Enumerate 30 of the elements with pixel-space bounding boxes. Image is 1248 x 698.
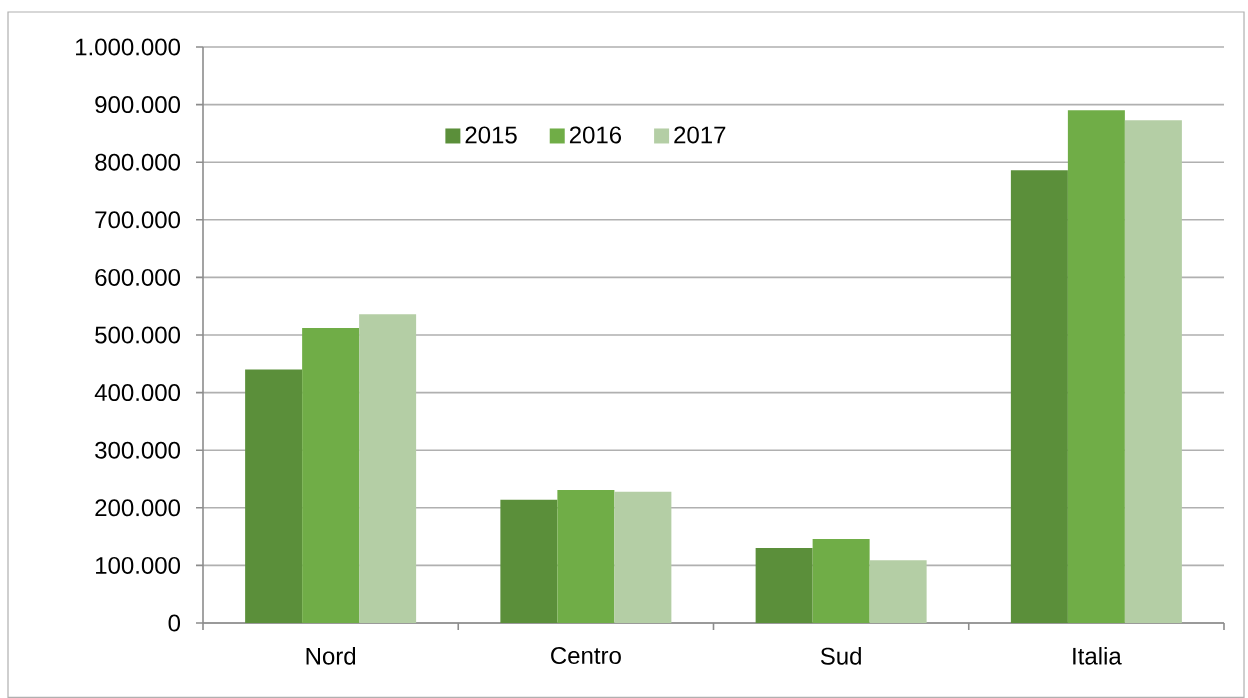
legend-label: 2016 — [569, 126, 622, 144]
y-tick-label: 700.000 — [95, 211, 180, 229]
bar — [557, 489, 615, 623]
y-tick-label: 300.000 — [95, 441, 180, 459]
y-tick-label: 800.000 — [95, 153, 180, 171]
y-tick-label: 100.000 — [96, 556, 180, 574]
y-tick-label: 400.000 — [94, 384, 180, 402]
y-tick-label: 600.000 — [95, 268, 180, 286]
legend-label: 2017 — [674, 126, 726, 144]
bar — [1124, 120, 1182, 623]
bar — [500, 499, 558, 623]
bar — [359, 314, 417, 623]
x-tick-label: Centro — [551, 647, 621, 665]
x-tick-label: Italia — [1073, 647, 1122, 665]
x-tick-label: Sud — [820, 647, 861, 665]
bar — [812, 538, 870, 623]
bar — [1010, 170, 1068, 623]
y-tick-label: 200.000 — [95, 499, 180, 517]
legend-label: 2015 — [465, 126, 517, 144]
x-tick-label: Nord — [306, 647, 356, 665]
bar — [245, 369, 303, 623]
bar — [1067, 110, 1125, 623]
bar — [302, 328, 360, 623]
y-tick-label: 500.000 — [95, 326, 180, 344]
bar — [755, 548, 813, 623]
y-tick-label: 1.000.000 — [76, 38, 180, 56]
bar — [614, 491, 672, 623]
y-tick-label: 900.000 — [95, 96, 180, 114]
y-tick-label: 0 — [168, 614, 181, 632]
bar — [869, 560, 927, 623]
